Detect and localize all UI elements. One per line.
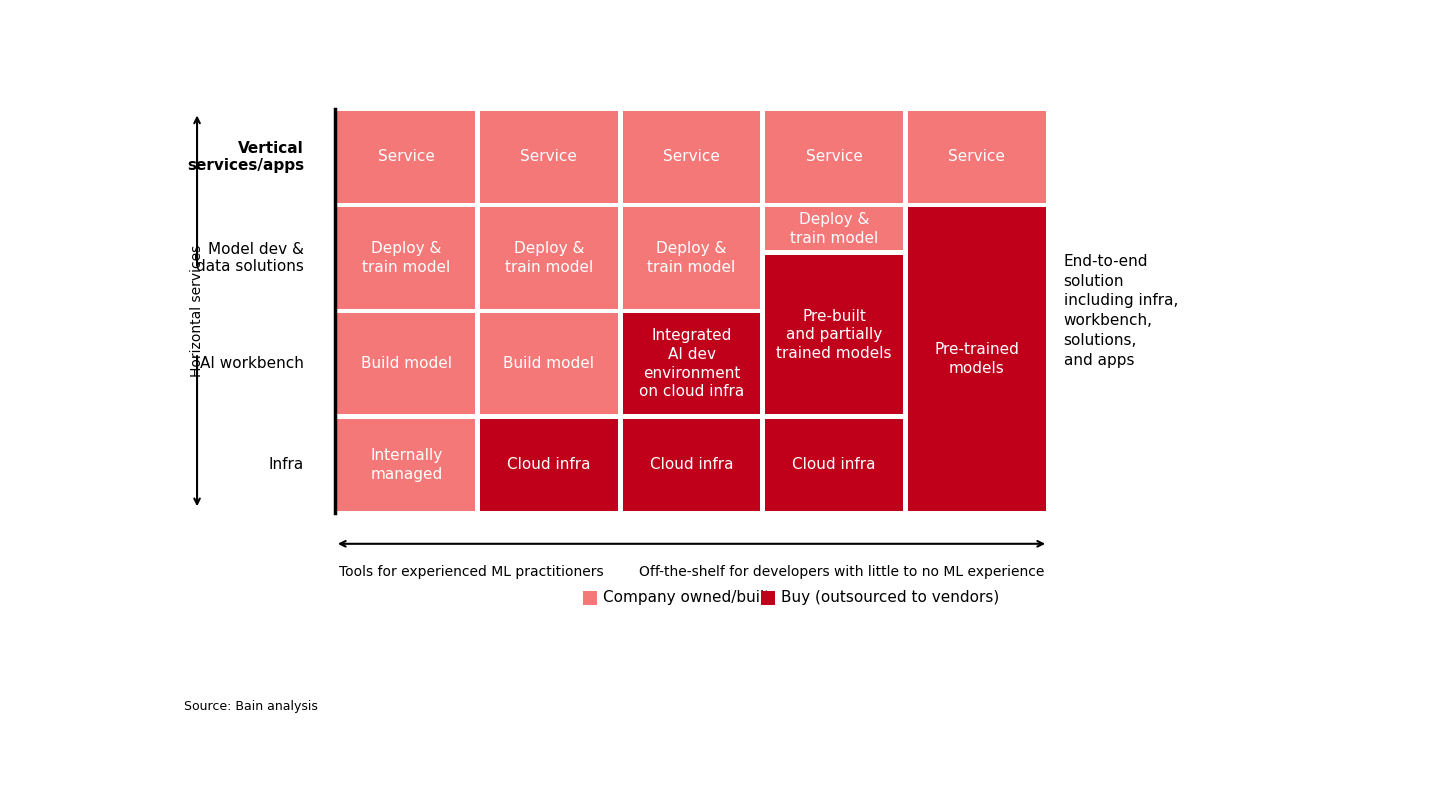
Text: AI workbench: AI workbench	[200, 356, 304, 371]
Bar	[907, 111, 1045, 202]
Bar	[337, 207, 475, 309]
Bar	[622, 111, 760, 202]
Bar	[765, 111, 903, 202]
Text: End-to-end
solution
including infra,
workbench,
solutions,
and apps: End-to-end solution including infra, wor…	[1064, 254, 1178, 368]
Text: Build model: Build model	[361, 356, 452, 371]
Bar	[622, 313, 760, 415]
Text: Company owned/built: Company owned/built	[603, 590, 770, 605]
Bar	[480, 313, 618, 415]
Text: Deploy &
train model: Deploy & train model	[363, 241, 451, 275]
Text: Deploy &
train model: Deploy & train model	[505, 241, 593, 275]
Bar	[765, 419, 903, 510]
Bar	[583, 590, 598, 604]
Bar	[622, 207, 760, 309]
Text: Buy (outsourced to vendors): Buy (outsourced to vendors)	[782, 590, 999, 605]
Text: Integrated
AI dev
environment
on cloud infra: Integrated AI dev environment on cloud i…	[639, 328, 744, 399]
Bar	[765, 207, 903, 250]
Text: Cloud infra: Cloud infra	[507, 458, 590, 472]
Text: Pre-trained
models: Pre-trained models	[935, 342, 1020, 376]
Text: Service: Service	[520, 149, 577, 164]
Bar	[337, 111, 475, 202]
Bar	[337, 313, 475, 415]
Bar	[907, 207, 1045, 510]
Bar	[480, 207, 618, 309]
Bar	[337, 419, 475, 510]
Text: Source: Bain analysis: Source: Bain analysis	[184, 700, 318, 713]
Text: Service: Service	[805, 149, 863, 164]
Text: Build model: Build model	[504, 356, 595, 371]
Text: Cloud infra: Cloud infra	[649, 458, 733, 472]
Text: Model dev &
data solutions: Model dev & data solutions	[196, 241, 304, 274]
Bar	[622, 419, 760, 510]
Text: Service: Service	[377, 149, 435, 164]
Text: Deploy &
train model: Deploy & train model	[791, 212, 878, 245]
Bar	[480, 111, 618, 202]
Text: Cloud infra: Cloud infra	[792, 458, 876, 472]
Bar	[762, 590, 775, 604]
Text: Horizontal services: Horizontal services	[190, 245, 204, 377]
Text: Internally
managed: Internally managed	[370, 448, 442, 482]
Text: Service: Service	[949, 149, 1005, 164]
Bar	[480, 419, 618, 510]
Text: Infra: Infra	[269, 458, 304, 472]
Text: Vertical
services/apps: Vertical services/apps	[187, 141, 304, 173]
Text: Off-the-shelf for developers with little to no ML experience: Off-the-shelf for developers with little…	[639, 565, 1044, 579]
Bar	[765, 255, 903, 415]
Text: Deploy &
train model: Deploy & train model	[648, 241, 736, 275]
Text: Tools for experienced ML practitioners: Tools for experienced ML practitioners	[338, 565, 603, 579]
Text: Service: Service	[662, 149, 720, 164]
Text: Pre-built
and partially
trained models: Pre-built and partially trained models	[776, 309, 891, 360]
